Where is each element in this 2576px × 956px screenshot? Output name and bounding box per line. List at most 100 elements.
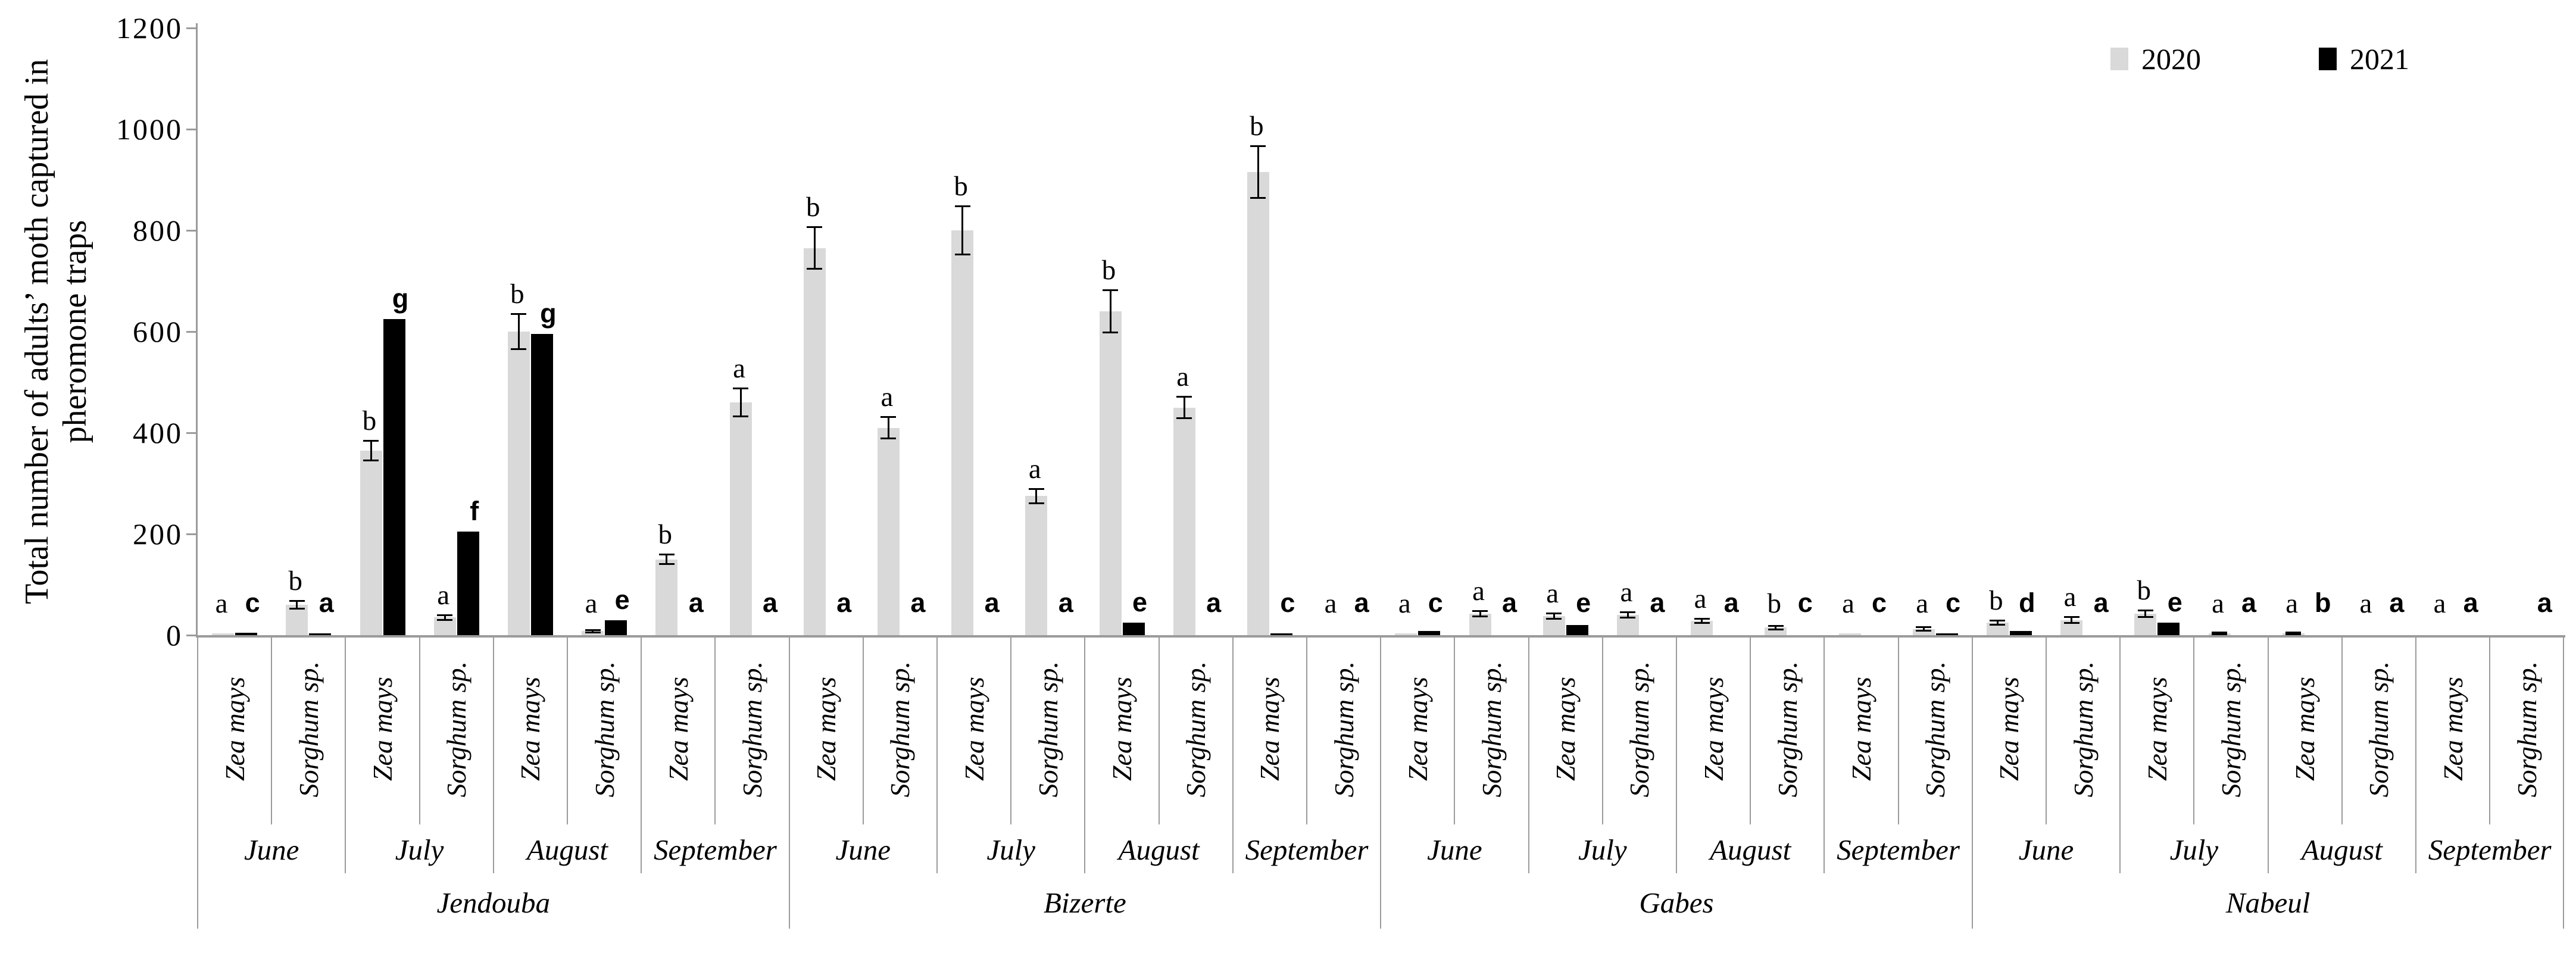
significance-letter-2020: a [437, 580, 450, 611]
y-tick-mark [186, 533, 196, 535]
crop-label-cell: Zea mays [1676, 639, 1750, 820]
significance-letter-2021: a [1206, 588, 1222, 618]
significance-letter-2021: e [1576, 588, 1591, 618]
error-bar-cap [1028, 502, 1044, 504]
month-label-cell: September [1245, 833, 1369, 866]
crop-label-cell: Sorghum sp. [1454, 639, 1528, 820]
error-bar-2020 [592, 629, 594, 633]
category-divider [1380, 635, 1382, 929]
significance-letter-2020: a [1916, 588, 1929, 619]
y-tick-label: 1200 [116, 11, 183, 45]
error-bar-cap [954, 205, 970, 208]
crop-label: Sorghum sp. [589, 661, 620, 798]
category-divider [492, 635, 494, 873]
significance-letter-2021: e [614, 584, 630, 615]
crop-label: Sorghum sp. [1920, 661, 1951, 798]
significance-letter-2020: a [1472, 576, 1485, 607]
bar-2021 [1566, 625, 1588, 635]
category-divider [1306, 635, 1307, 824]
significance-letter-2020: a [215, 588, 228, 619]
significance-letter-2020: b [510, 279, 524, 310]
month-label-cell: August [526, 833, 608, 866]
category-divider [419, 635, 420, 824]
crop-label-cell: Zea mays [789, 639, 863, 820]
error-bar-cap [1990, 619, 2006, 621]
significance-letter-2020: b [1767, 588, 1782, 619]
significance-letter-2021: a [1650, 588, 1665, 618]
significance-letter-2020: a [1324, 588, 1337, 619]
significance-letter-2020: a [1694, 583, 1707, 614]
month-label-cell: July [395, 833, 444, 866]
significance-letter-2021: c [1946, 588, 1961, 618]
significance-letter-2021: f [470, 495, 479, 526]
crop-label-cell: Sorghum sp. [2342, 639, 2416, 820]
crop-label-cell: Zea mays [2416, 639, 2490, 820]
y-tick-label: 0 [166, 618, 183, 652]
category-divider [345, 635, 346, 873]
month-label-cell: June [1427, 833, 1482, 866]
significance-letter-2020: b [1250, 111, 1264, 142]
crop-label: Zea mays [811, 677, 842, 782]
crop-label-cell: Zea mays [1972, 639, 2046, 820]
category-divider [641, 635, 642, 873]
significance-letter-2021: a [319, 588, 334, 618]
bar-2021 [1122, 622, 1145, 635]
error-bar-cap [2063, 621, 2079, 624]
crop-label: Zea mays [1550, 677, 1581, 782]
month-label-cell: June [243, 833, 299, 866]
category-divider [2341, 635, 2343, 824]
bar-2021 [1418, 631, 1441, 635]
bar-2020 [1173, 407, 1195, 635]
significance-letter-2020: b [805, 192, 820, 223]
crop-label-cell: Sorghum sp. [567, 639, 641, 820]
error-bar-cap [1768, 624, 1784, 627]
bar-2020 [1986, 622, 2009, 635]
crop-label: Zea mays [2437, 677, 2468, 782]
bar-2020 [1691, 621, 1713, 635]
error-bar-2020 [2071, 617, 2073, 623]
crop-label: Sorghum sp. [1032, 661, 1063, 798]
significance-letter-2021: a [1058, 588, 1073, 618]
bar-2021 [309, 633, 332, 635]
crop-label: Sorghum sp. [1624, 661, 1655, 798]
significance-letter-2020: a [585, 588, 598, 619]
month-label-cell: August [2301, 833, 2383, 866]
significance-letter-2021: c [1797, 588, 1813, 618]
significance-letter-2021: a [2389, 588, 2405, 618]
significance-letter-2021: e [1132, 586, 1148, 617]
error-bar-cap [1694, 617, 1710, 620]
significance-letter-2021: a [984, 588, 1000, 618]
crop-label-cell: Zea mays [345, 639, 419, 820]
error-bar-cap [1768, 628, 1784, 630]
y-tick-label: 400 [133, 416, 183, 449]
error-bar-2020 [1701, 618, 1703, 624]
error-bar-2020 [1775, 625, 1777, 630]
error-bar-2020 [370, 440, 372, 461]
error-bar-cap [2137, 610, 2153, 612]
crop-label-cell: Zea mays [1381, 639, 1454, 820]
significance-letter-2021: a [688, 588, 704, 618]
error-bar-2020 [1183, 396, 1185, 419]
significance-letter-2021: a [2537, 588, 2552, 618]
category-divider [1601, 635, 1603, 824]
significance-letter-2021: a [1501, 588, 1518, 618]
error-bar-cap [1250, 197, 1266, 199]
bar-2020 [1025, 496, 1048, 635]
crop-label-cell: Sorghum sp. [271, 639, 345, 820]
significance-letter-2021: e [2167, 586, 2182, 617]
error-bar-cap [437, 614, 453, 616]
crop-label: Zea mays [1994, 677, 2025, 782]
significance-letter-2021: a [1723, 588, 1739, 618]
month-label-cell: July [2169, 833, 2219, 866]
error-bar-cap [880, 438, 897, 440]
category-divider [1971, 635, 1973, 929]
crop-label-cell: Sorghum sp. [2046, 639, 2120, 820]
month-label-cell: September [1837, 833, 1960, 866]
significance-letter-2021: a [2241, 588, 2257, 618]
crop-label: Sorghum sp. [885, 661, 916, 798]
bar-2020 [1395, 633, 1417, 635]
error-bar-2020 [666, 554, 668, 564]
error-bar-2020 [887, 416, 889, 439]
significance-letter-2020: b [954, 171, 968, 202]
significance-letter-2020: a [1546, 577, 1559, 609]
